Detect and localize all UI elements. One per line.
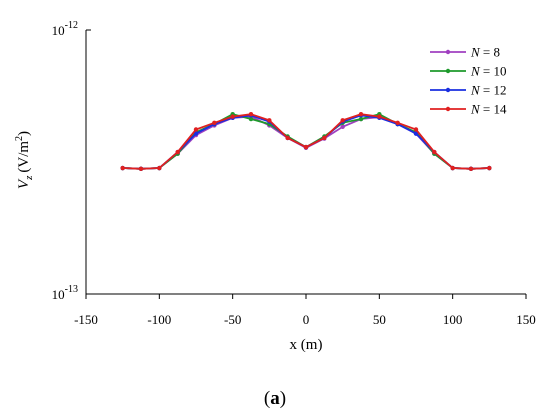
legend-label: N = 12 <box>470 83 507 98</box>
legend-label-variable: N <box>470 45 481 60</box>
panel-label-open: ( <box>263 388 271 409</box>
x-tick-label: 50 <box>373 312 386 327</box>
legend-swatch-marker <box>445 87 451 93</box>
y-tick-base: 10 <box>52 287 65 302</box>
series-line <box>122 113 490 170</box>
data-point <box>303 144 309 150</box>
data-point <box>358 116 364 122</box>
legend: N = 8N = 10N = 12N = 14 <box>430 45 507 117</box>
series-line <box>122 113 490 170</box>
y-axis-symbol: V <box>16 178 32 189</box>
data-point <box>395 120 400 126</box>
data-point <box>468 166 474 172</box>
data-point <box>193 127 199 132</box>
series-0 <box>120 114 492 172</box>
legend-item: N = 14 <box>430 102 507 117</box>
y-tick-label: 10-13 <box>52 284 78 302</box>
series-1 <box>120 111 492 172</box>
data-point <box>248 116 254 122</box>
x-tick-label: 100 <box>443 312 463 327</box>
legend-label-variable: N <box>470 64 481 79</box>
data-point <box>413 127 419 132</box>
y-axis-title: Vz (V/m2) <box>14 131 35 189</box>
data-point <box>193 131 199 136</box>
y-tick-exponent: -12 <box>65 20 78 31</box>
data-point <box>358 111 364 117</box>
data-point <box>267 118 272 123</box>
data-point <box>175 149 180 155</box>
legend-label-value: = 10 <box>480 64 507 79</box>
legend-item: N = 12 <box>430 83 507 98</box>
legend-item: N = 8 <box>430 45 500 60</box>
legend-item: N = 10 <box>430 64 507 79</box>
series-layer <box>120 111 492 172</box>
series-3 <box>120 111 492 172</box>
series-line <box>122 115 490 170</box>
data-point <box>138 166 144 172</box>
legend-label-value: = 12 <box>480 83 507 98</box>
series-2 <box>120 113 492 172</box>
data-point <box>120 165 125 171</box>
data-point <box>432 149 437 155</box>
y-axis-subscript: z <box>23 175 35 181</box>
y-tick-label: 10-12 <box>52 20 78 38</box>
panel-label-close: ) <box>279 388 287 409</box>
legend-label-variable: N <box>470 83 481 98</box>
legend-label-value: = 14 <box>480 102 507 117</box>
data-point <box>487 165 492 171</box>
x-tick-label: -50 <box>224 312 241 327</box>
legend-label: N = 14 <box>470 102 507 117</box>
legend-label-value: = 8 <box>480 45 500 60</box>
data-point <box>450 165 455 171</box>
y-tick-base: 10 <box>52 23 65 38</box>
legend-swatch-marker <box>445 68 451 74</box>
data-point <box>230 114 235 119</box>
data-point <box>322 135 327 141</box>
data-point <box>248 111 254 117</box>
data-point <box>212 120 217 126</box>
y-axis-unit: (V/m <box>16 141 32 173</box>
legend-swatch-marker <box>445 106 451 112</box>
data-point <box>285 135 290 141</box>
panel-label: (a) <box>0 388 550 410</box>
data-point <box>413 131 419 136</box>
data-point <box>377 114 382 119</box>
x-tick-label: -150 <box>74 312 98 327</box>
legend-label: N = 8 <box>470 45 500 60</box>
x-tick-label: 150 <box>516 312 536 327</box>
x-tick-label: -100 <box>147 312 171 327</box>
data-point <box>340 124 345 129</box>
panel-label-letter: a <box>270 388 280 409</box>
data-point <box>340 118 345 123</box>
series-line <box>122 114 490 170</box>
legend-label-variable: N <box>470 102 481 117</box>
legend-swatch-marker <box>445 49 451 55</box>
y-axis-unit-close: ) <box>16 131 32 136</box>
y-axis-unit-exponent: 2 <box>14 136 25 141</box>
y-tick-exponent: -13 <box>65 284 78 295</box>
x-axis-title: x (m) <box>290 337 323 353</box>
x-tick-label: 0 <box>303 312 310 327</box>
legend-label: N = 10 <box>470 64 507 79</box>
data-point <box>157 165 162 171</box>
